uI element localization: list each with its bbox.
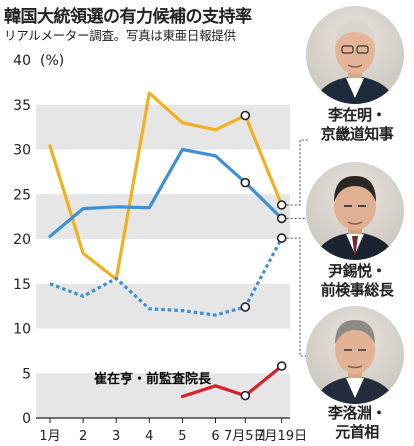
y-tick-label: 0 [22,411,31,427]
candidate-photo-yoon-suk-yeol [306,162,404,260]
x-tick-label: 5 [178,429,186,444]
candidate-name-line1: 李洛淵・ [327,404,387,422]
series-line-3 [180,364,284,399]
candidate-name-lee-nak-yon: 李洛淵・ 元首相 [304,404,410,442]
candidate-name-line1: 李在明・ [327,106,387,124]
data-marker [240,177,251,188]
data-marker [276,233,287,243]
series-line-2 [49,237,284,317]
chart-title: 韓国大統領選の有力候補の支持率 [4,7,252,27]
y-tick-label: 35 [13,98,31,114]
grid-band [36,104,290,150]
series-line-0 [48,91,284,281]
data-marker [276,361,287,371]
candidate-name-lee-jae-myung: 李在明・ 京畿道知事 [304,106,410,144]
y-tick-label: 5 [22,366,31,382]
data-marker [240,110,251,121]
x-tick-label: 7月5日 [224,429,267,444]
x-tick-label: 6 [211,429,219,444]
grid-band [36,194,290,239]
series-markers [240,110,287,401]
x-tick-label: 4 [145,429,153,444]
x-tick-label: 1月 [39,429,60,444]
y-tick-label: 40 [13,53,31,69]
y-tick-label: 20 [13,232,31,248]
leader-line-lee-jae-myung [286,139,308,206]
leader-line-lee-nak-yon [286,237,308,357]
candidate-name-yoon-suk-yeol: 尹錫悦・ 前検事総長 [304,262,410,300]
y-tick-label: 15 [13,277,31,293]
grid-bands [36,104,290,418]
data-marker [240,390,251,401]
data-marker [276,213,287,224]
x-tick-label: 3 [112,429,120,444]
x-tick-label: 2 [79,429,87,444]
grid-band [36,283,290,329]
candidate-photo-lee-nak-yon [306,306,404,404]
series-lines [48,91,284,399]
y-axis-unit: (%) [40,53,64,69]
candidate-photo-lee-jae-myung [306,6,404,104]
candidate-name-line2: 京畿道知事 [320,125,394,143]
y-tick-label: 30 [13,143,31,159]
annotation-label: 崔在亨・前監査院長 [94,371,212,387]
leader-lines [286,139,308,357]
x-tick-label: 7月19日 [256,429,307,444]
y-tick-label: 10 [13,322,31,338]
data-marker [276,200,287,210]
data-marker [240,302,251,312]
candidate-name-line2: 元首相 [335,423,379,441]
series-line-1 [48,147,284,238]
candidate-name-line2: 前検事総長 [320,281,394,299]
y-tick-label: 25 [13,187,31,203]
candidate-name-line1: 尹錫悦・ [327,262,387,280]
chart-subtitle: リアルメーター調査。写真は東亜日報提供 [4,28,236,43]
